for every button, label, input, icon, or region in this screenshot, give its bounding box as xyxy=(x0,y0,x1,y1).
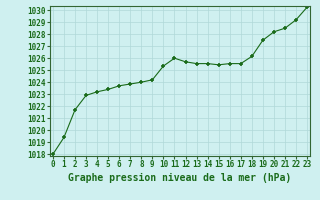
X-axis label: Graphe pression niveau de la mer (hPa): Graphe pression niveau de la mer (hPa) xyxy=(68,173,292,183)
